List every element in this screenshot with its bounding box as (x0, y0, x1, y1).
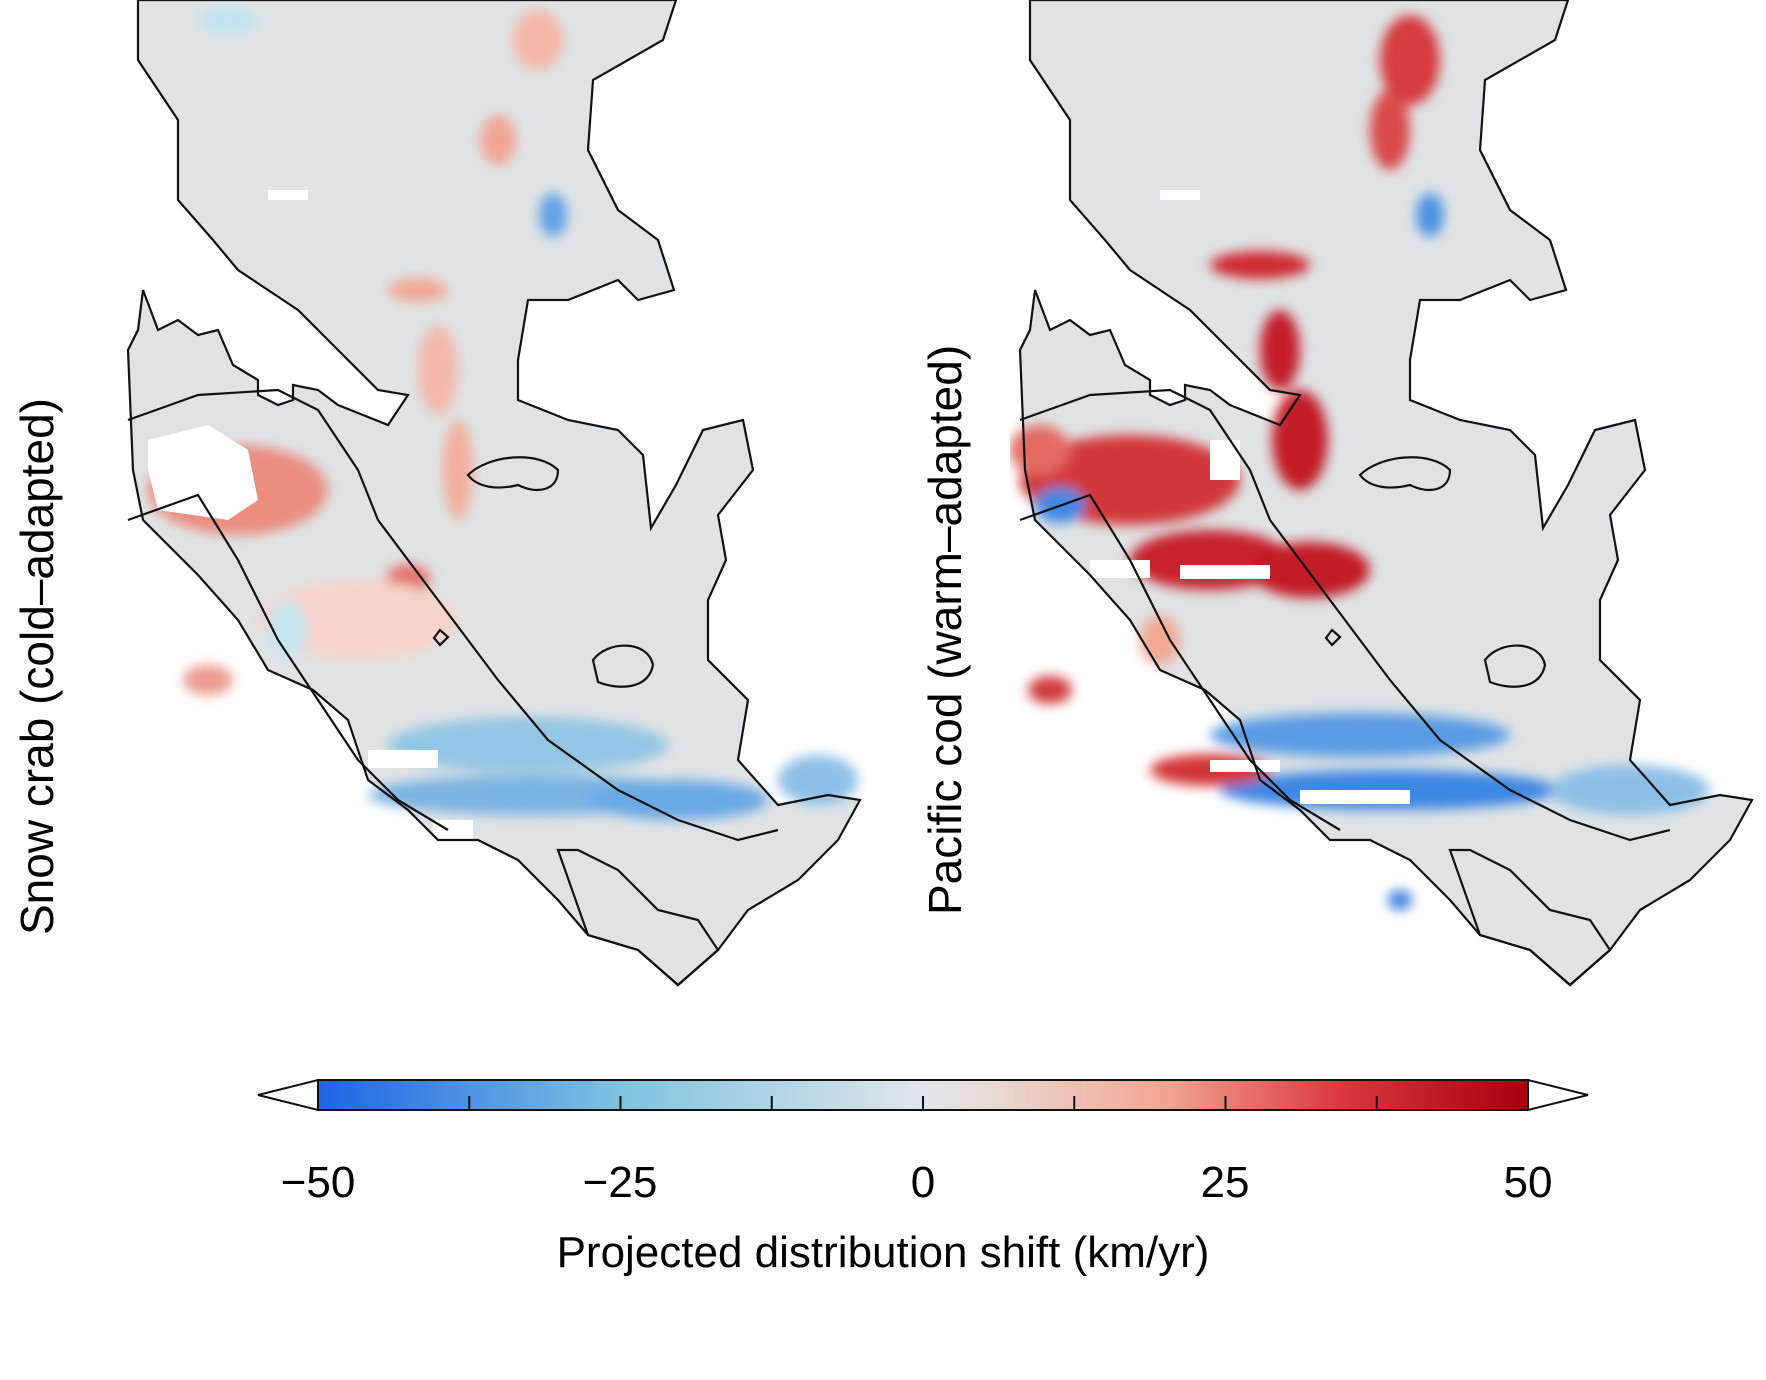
colorbar-tick-label: 0 (910, 1158, 936, 1207)
colorbar-min-extend (257, 1078, 319, 1112)
colorbar-tick-label: 50 (1503, 1158, 1553, 1207)
colorbar-title: Projected distribution shift (km/yr) (556, 1228, 1210, 1277)
coastline (126, 0, 862, 987)
map-region-fill (1020, 0, 1752, 985)
no-data-areas (148, 190, 473, 850)
map-pacific-cod (1010, 0, 1754, 987)
colorbar-tick-label: −50 (280, 1158, 356, 1207)
shift-anomalies (148, 6, 858, 820)
colorbar-ticks (468, 1096, 1378, 1110)
map-region-fill (128, 0, 860, 985)
colorbar (257, 1078, 1589, 1112)
colorbar-tick-label: −25 (582, 1158, 658, 1207)
coastline (1018, 0, 1754, 987)
colorbar-tick-label: 25 (1200, 1158, 1250, 1207)
map-snow-crab (126, 0, 862, 987)
no-data-areas (1090, 190, 1410, 804)
colorbar-max-extend (1527, 1078, 1589, 1112)
